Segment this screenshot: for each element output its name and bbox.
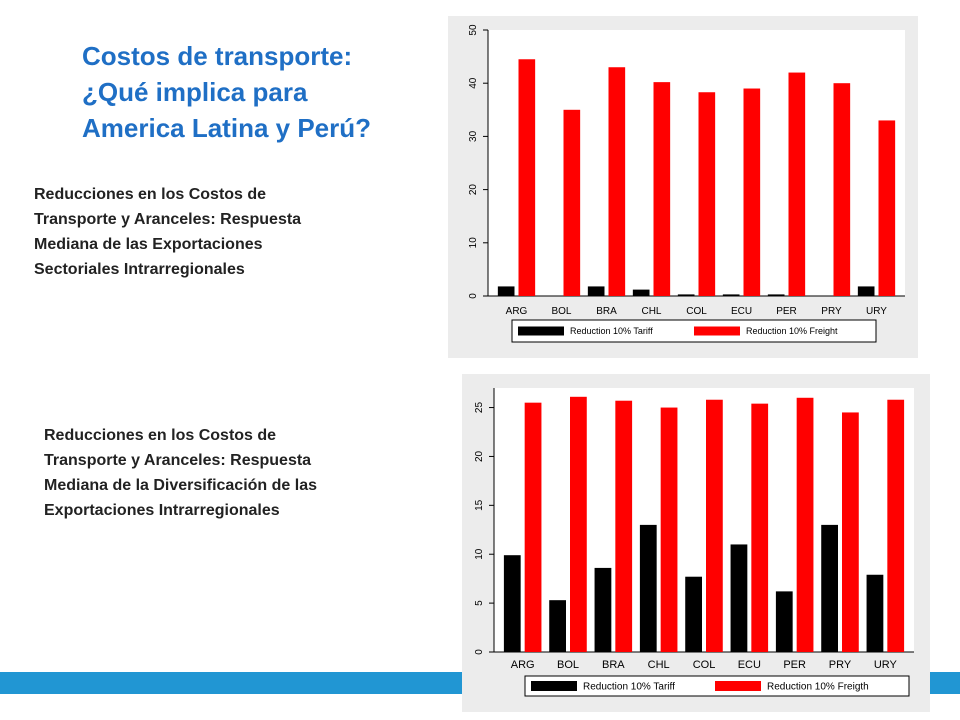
slide-title-line: ¿Qué implica para — [82, 77, 308, 107]
bar-tariff — [677, 294, 695, 296]
description-line: Mediana de las Exportaciones — [34, 236, 263, 253]
legend-label: Reduction 10% Freight — [746, 326, 838, 336]
x-category-label: BOL — [557, 659, 579, 671]
y-tick-label: 30 — [468, 130, 479, 142]
description-line: Sectoriales Intrarregionales — [34, 261, 245, 278]
bar-tariff — [594, 567, 612, 652]
bar-tariff — [821, 524, 838, 652]
x-category-label: ARG — [506, 306, 528, 317]
y-tick-label: 20 — [474, 450, 485, 462]
bar-freight — [653, 82, 671, 296]
bar-freight — [796, 397, 814, 652]
bar-freight — [615, 400, 633, 652]
description-line: Exportaciones Intrarregionales — [44, 502, 280, 519]
bar-freight — [743, 88, 761, 297]
x-category-label: URY — [874, 659, 898, 671]
x-category-label: CHL — [641, 306, 661, 317]
x-category-label: PRY — [821, 306, 842, 317]
y-tick-label: 50 — [468, 24, 479, 36]
diversification-response-chart: 0 5 10 15 20 25 ARG BOL BRA CHL COL ECU PER PRY URY Red… — [462, 374, 930, 712]
bar-freight — [518, 59, 536, 297]
x-category-label: PRY — [829, 659, 852, 671]
bar-tariff — [767, 294, 785, 296]
bar-freight — [878, 120, 896, 296]
bar-tariff — [730, 544, 748, 652]
y-tick-label: 40 — [468, 77, 479, 89]
bar-tariff — [503, 555, 521, 652]
legend-swatch — [715, 681, 761, 691]
x-category-label: URY — [866, 306, 887, 317]
bar-freight — [842, 412, 859, 652]
bar-freight — [563, 109, 581, 296]
x-category-label: PER — [776, 306, 797, 317]
x-category-label: COL — [693, 659, 716, 671]
bar-freight — [608, 67, 626, 296]
bar-tariff — [587, 286, 605, 296]
bar-tariff — [549, 600, 566, 652]
description-line: Reducciones en los Costos de — [34, 186, 267, 203]
x-category-label: PER — [783, 659, 806, 671]
bar-tariff — [685, 576, 702, 652]
x-category-label: BOL — [551, 306, 571, 317]
bar-freight — [887, 399, 905, 652]
diversification-response-chart-svg: 0 5 10 15 20 25 ARG BOL BRA CHL COL ECU PER PRY URY Red… — [474, 388, 914, 697]
slide-title-line: Costos de transporte: — [82, 41, 353, 71]
description-line: Transporte y Aranceles: Respuesta — [34, 211, 302, 228]
y-tick-label: 25 — [474, 402, 485, 414]
bar-tariff — [775, 591, 793, 652]
x-category-label: BRA — [596, 306, 617, 317]
x-category-label: BRA — [602, 659, 625, 671]
legend-swatch — [531, 681, 577, 691]
legend-label: Reduction 10% Tariff — [570, 326, 653, 336]
legend-label: Reduction 10% Freigth — [767, 682, 869, 693]
bar-freight — [698, 92, 716, 296]
bar-freight — [524, 402, 542, 652]
bar-freight — [833, 83, 851, 296]
y-tick-label: 20 — [468, 184, 479, 196]
chart-2-description: Reducciones en los Costos de Transporte … — [44, 423, 317, 523]
legend-swatch — [518, 326, 564, 336]
y-tick-label: 0 — [474, 649, 485, 655]
description-line: Reducciones en los Costos de — [44, 427, 277, 444]
y-tick-label: 10 — [468, 237, 479, 249]
y-tick-label: 10 — [474, 548, 485, 560]
exports-response-chart: 0 10 20 30 40 50 ARG BOL BRA CHL COL ECU PER PRY URY Re… — [448, 16, 918, 358]
bar-tariff — [639, 524, 657, 652]
bar-tariff — [866, 574, 884, 652]
slide-title-line: America Latina y Perú? — [82, 113, 371, 143]
chart-1-description: Reducciones en los Costos de Transporte … — [34, 182, 301, 282]
y-tick-label: 15 — [474, 499, 485, 511]
y-tick-label: 0 — [468, 293, 479, 299]
legend-label: Reduction 10% Tariff — [583, 682, 675, 693]
slide-title: Costos de transporte: ¿Qué implica para … — [82, 38, 442, 146]
bar-tariff — [722, 294, 740, 296]
bar-tariff — [857, 286, 875, 296]
description-line: Mediana de la Diversificación de las — [44, 477, 317, 494]
x-category-label: ARG — [511, 659, 535, 671]
bar-freight — [660, 407, 678, 652]
x-category-label: CHL — [648, 659, 670, 671]
legend-swatch — [694, 326, 740, 336]
x-category-label: ECU — [731, 306, 752, 317]
description-line: Transporte y Aranceles: Respuesta — [44, 452, 312, 469]
bar-freight — [570, 396, 587, 652]
bar-tariff — [632, 289, 650, 296]
bar-freight — [788, 72, 806, 296]
x-category-label: COL — [686, 306, 707, 317]
bar-tariff — [497, 286, 515, 296]
x-category-label: ECU — [738, 659, 761, 671]
bar-freight — [706, 399, 723, 652]
y-tick-label: 5 — [474, 600, 485, 606]
exports-response-chart-svg: 0 10 20 30 40 50 ARG BOL BRA CHL COL ECU PER PRY URY Re… — [468, 24, 905, 343]
bar-freight — [751, 403, 769, 652]
